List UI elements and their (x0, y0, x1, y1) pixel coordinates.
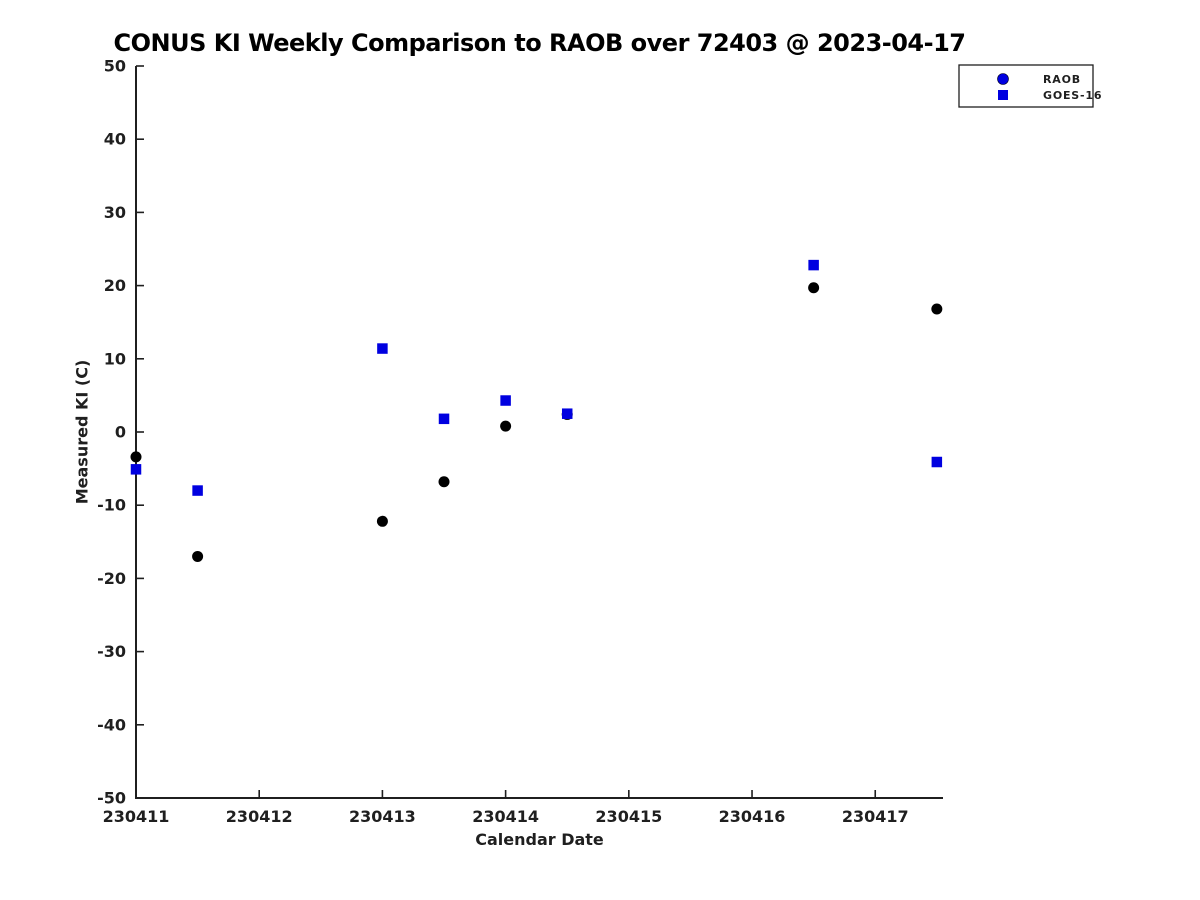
y-tick-label: -30 (97, 642, 126, 661)
x-tick-label: 230411 (103, 807, 170, 826)
y-tick-label: 40 (104, 130, 126, 149)
raob-data-point (808, 282, 820, 294)
raob-data-point (130, 451, 142, 463)
goes-16-data-point (931, 456, 943, 468)
x-tick-label: 230415 (595, 807, 662, 826)
raob-data-point (376, 515, 388, 527)
legend-label-raob: RAOB (1043, 73, 1081, 86)
x-tick-label: 230416 (719, 807, 786, 826)
raob-data-point (500, 420, 512, 432)
goes-16-data-point (438, 413, 450, 425)
raob-data-point (438, 476, 450, 488)
y-tick-label: -10 (97, 496, 126, 515)
legend-marker-goes-16 (998, 90, 1008, 100)
raob-data-point (192, 550, 204, 562)
y-tick-label: -50 (97, 789, 126, 808)
y-tick-label: 30 (104, 203, 126, 222)
goes-16-data-point (500, 395, 511, 406)
y-tick-label: 50 (104, 57, 126, 76)
goes-16-data-point (192, 485, 203, 496)
goes-16-data-point (130, 464, 142, 475)
y-tick-label: 10 (104, 349, 126, 368)
y-tick-label: -40 (97, 715, 126, 734)
raob-data-point (931, 303, 943, 315)
legend-box (958, 64, 1094, 108)
legend-marker-raob (997, 73, 1009, 85)
goes-16-data-point (377, 343, 388, 354)
y-tick-label: 20 (104, 276, 126, 295)
x-tick-label: 230412 (226, 807, 293, 826)
x-tick-label: 230413 (349, 807, 416, 826)
x-tick-label: 230417 (842, 807, 909, 826)
y-tick-label: -20 (97, 569, 126, 588)
y-tick-label: 0 (115, 423, 126, 442)
goes-16-data-point (808, 259, 819, 271)
goes-16-data-point (561, 408, 573, 419)
x-axis-label: Calendar Date (475, 830, 604, 849)
legend-label-goes-16: GOES-16 (1043, 89, 1102, 102)
axis-spines (135, 66, 943, 799)
chart-title: CONUS KI Weekly Comparison to RAOB over … (113, 29, 966, 57)
x-tick-label: 230414 (472, 807, 539, 826)
